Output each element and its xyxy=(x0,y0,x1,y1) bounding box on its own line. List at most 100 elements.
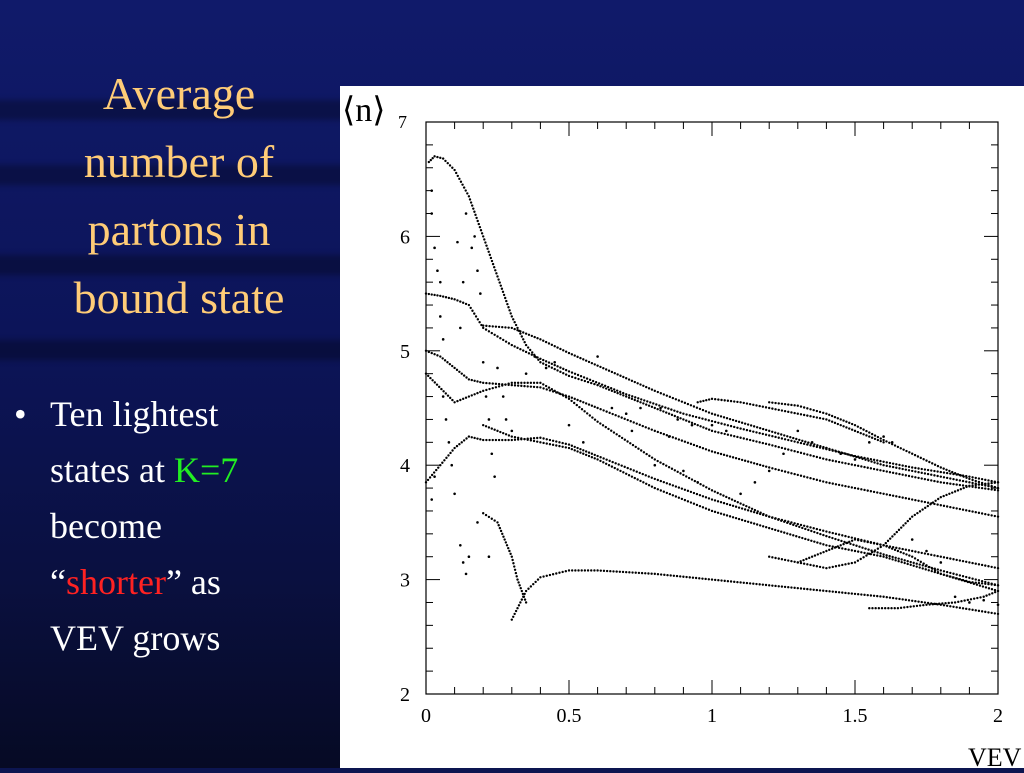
data-point xyxy=(795,524,798,528)
data-point xyxy=(903,561,906,565)
data-point xyxy=(830,547,834,550)
data-point xyxy=(815,455,819,459)
data-point xyxy=(544,340,548,344)
data-point xyxy=(647,475,650,478)
data-point xyxy=(869,541,873,544)
data-point xyxy=(630,397,634,401)
data-point xyxy=(734,419,738,423)
data-point xyxy=(645,385,648,389)
data-point xyxy=(861,546,864,549)
data-point xyxy=(952,605,955,609)
data-point xyxy=(544,363,548,367)
data-point xyxy=(719,493,722,496)
y-tick-label: 3 xyxy=(400,570,410,592)
data-point xyxy=(885,470,888,473)
data-point xyxy=(873,437,877,441)
data-point xyxy=(486,247,489,250)
data-point xyxy=(768,466,771,469)
data-point xyxy=(923,477,927,481)
data-point xyxy=(833,421,837,425)
data-point xyxy=(672,574,676,577)
data-point xyxy=(872,467,876,471)
data-point xyxy=(819,542,822,545)
data-point xyxy=(723,579,726,583)
data-point xyxy=(742,437,745,440)
data-point xyxy=(850,536,854,539)
data-point xyxy=(710,489,714,492)
data-point xyxy=(622,375,625,379)
bullet-text: Ten lightest states at K=7 become “short… xyxy=(50,386,320,666)
data-point xyxy=(579,451,582,454)
data-point xyxy=(993,566,997,569)
data-point xyxy=(631,571,634,574)
data-point xyxy=(659,479,663,483)
data-point xyxy=(533,335,536,339)
data-point xyxy=(722,416,726,419)
data-point xyxy=(859,426,862,430)
data-point xyxy=(442,390,445,393)
data-point xyxy=(806,407,809,410)
data-point xyxy=(642,481,645,484)
data-point xyxy=(930,569,933,573)
data-point xyxy=(696,423,699,427)
data-point xyxy=(743,459,747,462)
data-point xyxy=(771,527,774,531)
bullet-line: states at K=7 xyxy=(50,442,320,498)
data-point xyxy=(728,515,732,518)
data-point xyxy=(479,438,482,441)
series-11 xyxy=(696,397,885,444)
data-point xyxy=(872,542,876,545)
data-point xyxy=(928,603,931,606)
data-point xyxy=(802,558,805,562)
data-point xyxy=(599,422,602,425)
data-point xyxy=(630,475,634,478)
data-point xyxy=(662,490,666,493)
data-point xyxy=(670,467,674,470)
data-point xyxy=(707,578,711,581)
data-point xyxy=(825,544,828,547)
data-point xyxy=(464,572,468,576)
data-point xyxy=(915,604,919,608)
y-tick-label: 4 xyxy=(400,455,410,477)
data-point xyxy=(667,412,671,415)
data-point xyxy=(812,588,815,591)
data-point xyxy=(536,440,539,443)
data-point xyxy=(906,519,909,523)
data-point xyxy=(855,455,858,459)
data-point xyxy=(647,484,651,487)
data-point xyxy=(713,413,717,416)
data-point xyxy=(862,428,865,431)
data-point xyxy=(844,591,847,595)
data-point xyxy=(687,476,691,480)
data-point xyxy=(852,543,855,546)
data-point xyxy=(753,508,757,512)
data-point xyxy=(603,384,607,388)
data-point xyxy=(645,482,648,485)
data-point xyxy=(542,575,545,578)
data-point xyxy=(990,611,993,615)
data-point xyxy=(918,510,922,513)
data-point xyxy=(720,431,723,435)
data-point xyxy=(758,404,761,408)
data-point xyxy=(834,483,838,486)
data-point xyxy=(699,400,702,403)
data-point xyxy=(739,581,742,584)
data-point xyxy=(740,507,744,510)
data-point xyxy=(993,488,997,492)
data-point xyxy=(907,497,911,501)
data-point xyxy=(461,561,465,564)
data-point xyxy=(806,525,809,528)
data-point xyxy=(509,552,512,556)
data-point xyxy=(698,577,701,580)
data-point xyxy=(719,452,723,456)
data-point xyxy=(454,171,458,175)
data-point xyxy=(819,532,822,536)
data-point xyxy=(740,458,744,462)
data-point xyxy=(996,566,1000,570)
data-point xyxy=(556,391,559,394)
data-point xyxy=(810,529,813,533)
data-point xyxy=(790,559,793,563)
data-point xyxy=(513,438,517,441)
data-point xyxy=(987,587,991,590)
